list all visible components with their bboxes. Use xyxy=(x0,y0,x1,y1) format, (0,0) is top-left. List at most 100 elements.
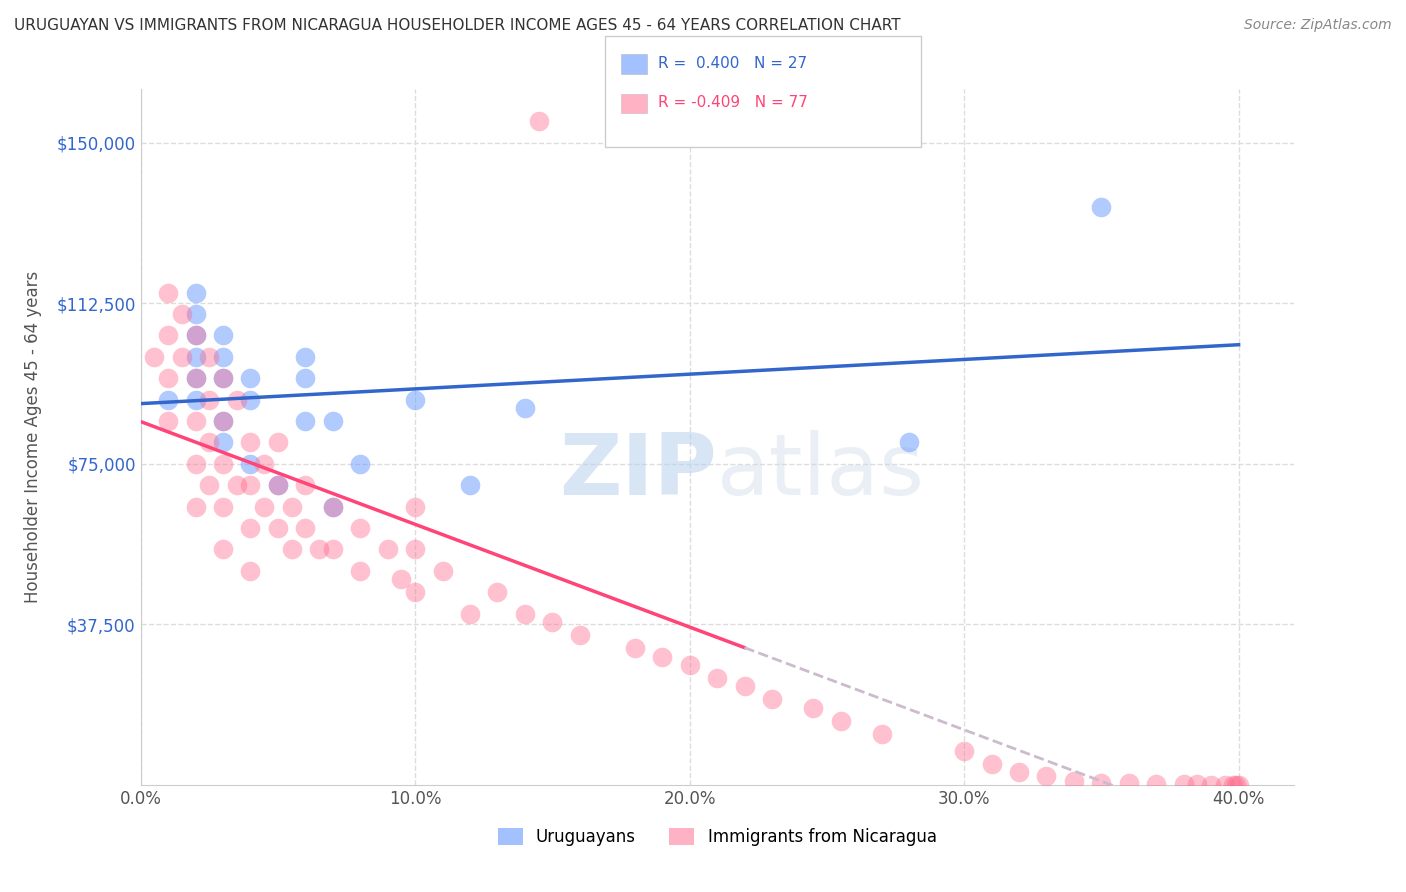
Point xyxy=(157,371,180,385)
Point xyxy=(143,350,166,364)
Point xyxy=(389,573,412,587)
Point xyxy=(184,285,207,300)
Point xyxy=(239,564,262,578)
Point xyxy=(322,500,344,514)
Point xyxy=(157,414,180,428)
Point xyxy=(1213,778,1236,792)
Point xyxy=(170,350,193,364)
Point xyxy=(1144,777,1167,791)
Point xyxy=(486,585,509,599)
Point xyxy=(212,457,235,471)
Point xyxy=(198,350,221,364)
Point xyxy=(253,457,276,471)
Point xyxy=(212,435,235,450)
Text: URUGUAYAN VS IMMIGRANTS FROM NICARAGUA HOUSEHOLDER INCOME AGES 45 - 64 YEARS COR: URUGUAYAN VS IMMIGRANTS FROM NICARAGUA H… xyxy=(14,18,901,33)
Point xyxy=(870,726,893,740)
Point xyxy=(623,640,645,655)
Point xyxy=(184,392,207,407)
Point xyxy=(541,615,564,630)
Point xyxy=(184,328,207,343)
Point xyxy=(1199,778,1222,792)
Point xyxy=(239,457,262,471)
Point xyxy=(198,392,221,407)
Point xyxy=(239,521,262,535)
Point xyxy=(953,744,976,758)
Point xyxy=(239,371,262,385)
Point xyxy=(253,500,276,514)
Point xyxy=(527,114,550,128)
Point xyxy=(513,401,536,416)
Point xyxy=(1227,778,1250,792)
Point xyxy=(170,307,193,321)
Point xyxy=(267,478,290,492)
Point xyxy=(184,307,207,321)
Point xyxy=(651,649,673,664)
Point xyxy=(308,542,330,557)
Text: R =  0.400   N = 27: R = 0.400 N = 27 xyxy=(658,56,807,71)
Point xyxy=(1008,765,1031,780)
Point xyxy=(294,371,316,385)
Point xyxy=(280,542,302,557)
Point xyxy=(212,414,235,428)
Point xyxy=(322,414,344,428)
Point xyxy=(280,500,302,514)
Point xyxy=(157,392,180,407)
Point xyxy=(322,500,344,514)
Point xyxy=(184,328,207,343)
Point xyxy=(980,756,1002,771)
Point xyxy=(349,457,371,471)
Point xyxy=(184,350,207,364)
Point xyxy=(212,414,235,428)
Point xyxy=(801,701,824,715)
Point xyxy=(1090,200,1112,214)
Point xyxy=(294,414,316,428)
Point xyxy=(404,585,426,599)
Point xyxy=(349,521,371,535)
Text: R = -0.409   N = 77: R = -0.409 N = 77 xyxy=(658,95,808,111)
Point xyxy=(294,521,316,535)
Point xyxy=(1225,778,1247,792)
Point xyxy=(212,328,235,343)
Point xyxy=(404,500,426,514)
Point xyxy=(294,350,316,364)
Point xyxy=(184,414,207,428)
Point xyxy=(157,328,180,343)
Point xyxy=(458,478,481,492)
Legend: Uruguayans, Immigrants from Nicaragua: Uruguayans, Immigrants from Nicaragua xyxy=(491,822,943,853)
Point xyxy=(239,435,262,450)
Point xyxy=(212,542,235,557)
Point xyxy=(1090,776,1112,790)
Text: Source: ZipAtlas.com: Source: ZipAtlas.com xyxy=(1244,18,1392,32)
Point xyxy=(432,564,454,578)
Point xyxy=(184,500,207,514)
Point xyxy=(1035,769,1057,783)
Point xyxy=(404,542,426,557)
Point xyxy=(404,392,426,407)
Point xyxy=(898,435,921,450)
Point xyxy=(761,692,783,706)
Point xyxy=(212,350,235,364)
Point xyxy=(267,435,290,450)
Point xyxy=(678,658,700,673)
Text: ZIP: ZIP xyxy=(560,430,717,514)
Point xyxy=(184,371,207,385)
Point xyxy=(225,392,247,407)
Point xyxy=(184,371,207,385)
Point xyxy=(1222,778,1244,792)
Point xyxy=(212,371,235,385)
Point xyxy=(734,680,756,694)
Point xyxy=(568,628,591,642)
Point xyxy=(239,392,262,407)
Point xyxy=(198,435,221,450)
Point xyxy=(157,285,180,300)
Point xyxy=(239,478,262,492)
Point xyxy=(225,478,247,492)
Point xyxy=(349,564,371,578)
Point xyxy=(294,478,316,492)
Point xyxy=(377,542,399,557)
Point xyxy=(1173,777,1195,791)
Point xyxy=(1063,773,1085,788)
Text: atlas: atlas xyxy=(717,430,925,514)
Point xyxy=(1187,777,1209,791)
Point xyxy=(267,478,290,492)
